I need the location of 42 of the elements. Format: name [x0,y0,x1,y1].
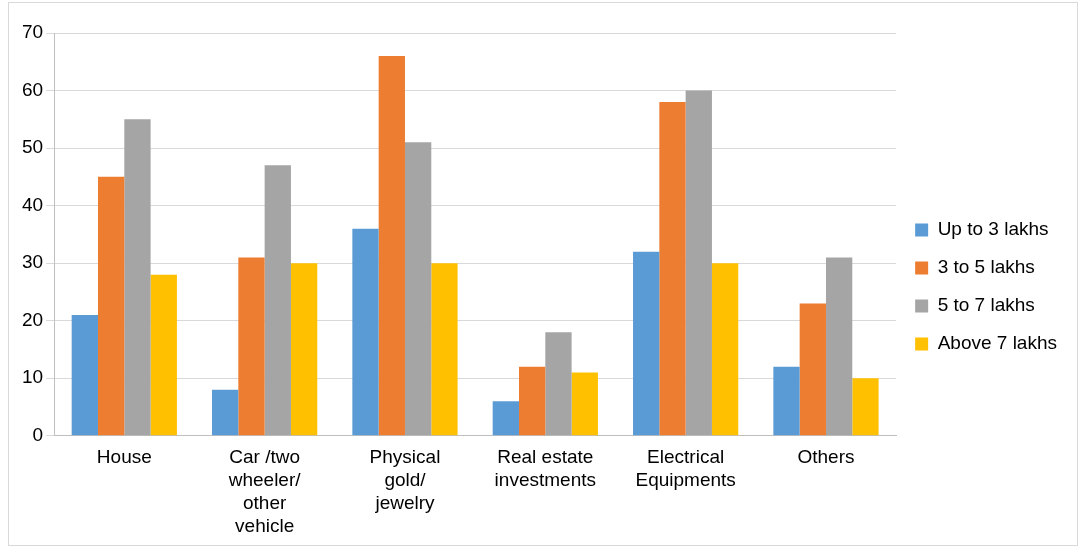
y-tick-label: 60 [21,78,44,100]
x-tick-label: Physical gold/ jewelry [369,446,441,514]
bar [71,314,98,436]
y-tick-label: 70 [21,21,44,43]
x-tick-label: Electrical Equipments [635,446,736,491]
bar [264,165,291,436]
bar [711,263,739,436]
bar [685,90,712,436]
y-tick-label: 10 [21,366,44,388]
bar [378,56,405,436]
bar [290,263,318,436]
bar [799,303,826,436]
x-tick-label: House [96,446,152,468]
legend-label: 3 to 5 lakhs [937,256,1035,278]
bar [404,142,432,436]
bar [431,263,458,436]
y-tick-label: 20 [21,308,44,330]
y-tick-label: 40 [21,193,44,215]
y-tick-label: 50 [21,136,44,158]
legend-label: 5 to 7 lakhs [937,294,1035,316]
bar [659,102,686,436]
x-tick-label: Real estate investments [494,446,596,491]
x-tick-label: Car /two wheeler/ other vehicle [227,446,302,536]
bar [97,176,125,436]
bar [773,366,800,436]
bar [825,257,853,436]
bar [492,401,519,436]
bar [124,119,151,436]
bar [571,372,598,436]
bar [545,332,572,436]
bar [519,366,546,436]
x-tick-label: Others [797,446,855,468]
bar [212,389,239,436]
bar [150,274,177,436]
bar [852,378,879,436]
bar [238,257,265,436]
legend-label: Above 7 lakhs [937,332,1058,354]
y-tick-label: 30 [21,251,44,273]
bar [352,228,379,436]
legend-label: Up to 3 lakhs [937,218,1049,240]
y-tick-label: 0 [32,424,44,446]
bar [633,251,660,436]
